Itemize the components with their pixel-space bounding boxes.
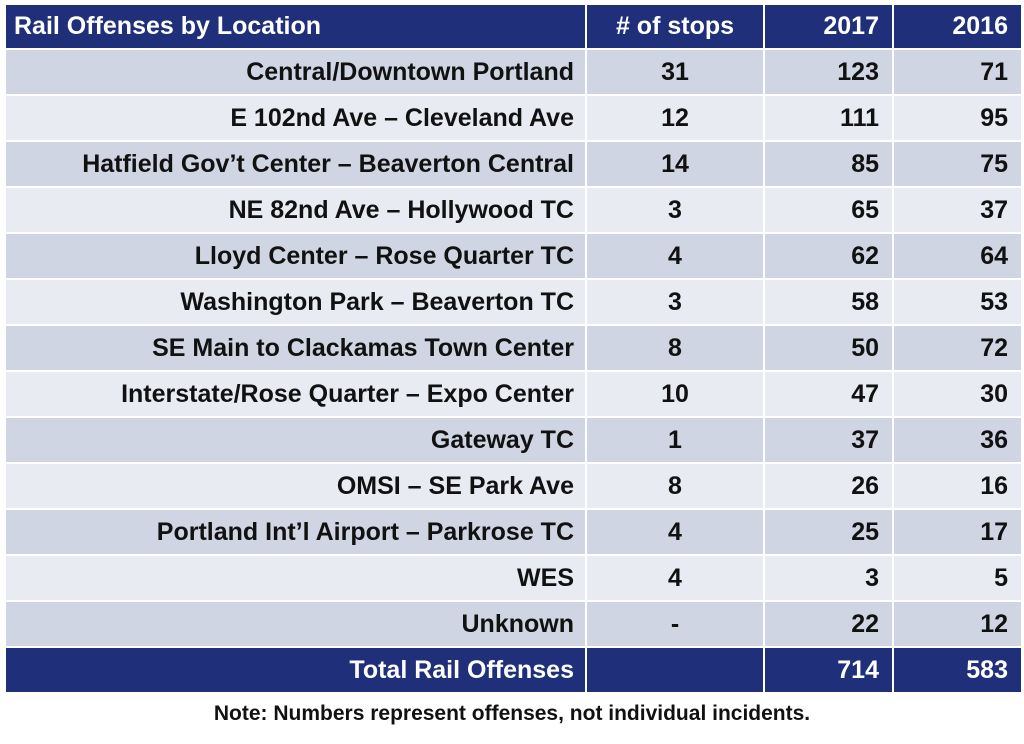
- cell-location: Hatfield Gov’t Center – Beaverton Centra…: [4, 140, 587, 188]
- cell-stops: 3: [585, 278, 765, 326]
- cell-2016: 37: [892, 186, 1023, 234]
- table-row: E 102nd Ave – Cleveland Ave 12 111 95: [4, 94, 1023, 142]
- table-row: Hatfield Gov’t Center – Beaverton Centra…: [4, 140, 1023, 188]
- cell-2017: 37: [763, 416, 894, 464]
- table-body: Central/Downtown Portland 31 123 71 E 102nd …: [4, 48, 1023, 648]
- cell-location: NE 82nd Ave – Hollywood TC: [4, 186, 587, 234]
- table-row: Central/Downtown Portland 31 123 71: [4, 48, 1023, 96]
- cell-2017: 111: [763, 94, 894, 142]
- cell-stops: 12: [585, 94, 765, 142]
- cell-2016: 95: [892, 94, 1023, 142]
- cell-stops: -: [585, 600, 765, 648]
- cell-2017: 58: [763, 278, 894, 326]
- total-2017: 714: [763, 646, 894, 694]
- table-row: WES 4 3 5: [4, 554, 1023, 602]
- cell-location: Gateway TC: [4, 416, 587, 464]
- table-row: Unknown -22 12: [4, 600, 1023, 648]
- cell-location: WES: [4, 554, 587, 602]
- cell-location: E 102nd Ave – Cleveland Ave: [4, 94, 587, 142]
- table-row: Washington Park – Beaverton TC 3 58 53: [4, 278, 1023, 326]
- table-row: Gateway TC 1 37 36: [4, 416, 1023, 464]
- cell-stops: 4: [585, 508, 765, 556]
- cell-2016: 75: [892, 140, 1023, 188]
- cell-2016: 64: [892, 232, 1023, 280]
- cell-location: Central/Downtown Portland: [4, 48, 587, 96]
- cell-stops: 4: [585, 232, 765, 280]
- cell-2017: 25: [763, 508, 894, 556]
- rail-offenses-table: Rail Offenses by Location # of stops 201…: [4, 3, 1023, 694]
- cell-location: SE Main to Clackamas Town Center: [4, 324, 587, 372]
- cell-2016: 12: [892, 600, 1023, 648]
- cell-2016: 30: [892, 370, 1023, 418]
- cell-stops: 10: [585, 370, 765, 418]
- cell-stops: 4: [585, 554, 765, 602]
- cell-location: OMSI – SE Park Ave: [4, 462, 587, 510]
- header-location: Rail Offenses by Location: [4, 3, 587, 50]
- cell-location: Unknown: [4, 600, 587, 648]
- cell-2017: 123: [763, 48, 894, 96]
- cell-stops: 8: [585, 324, 765, 372]
- cell-stops: 31: [585, 48, 765, 96]
- table-row: SE Main to Clackamas Town Center 8 50 72: [4, 324, 1023, 372]
- cell-stops: 8: [585, 462, 765, 510]
- cell-location: Interstate/Rose Quarter – Expo Center: [4, 370, 587, 418]
- table-row: Lloyd Center – Rose Quarter TC 4 62 64: [4, 232, 1023, 280]
- cell-2016: 53: [892, 278, 1023, 326]
- cell-location: Washington Park – Beaverton TC: [4, 278, 587, 326]
- cell-2016: 71: [892, 48, 1023, 96]
- header-stops: # of stops: [585, 3, 765, 50]
- cell-2017: 85: [763, 140, 894, 188]
- table-header-row: Rail Offenses by Location # of stops 201…: [4, 3, 1023, 50]
- total-row: Total Rail Offenses 714 583: [4, 646, 1023, 694]
- cell-2017: 22: [763, 600, 894, 648]
- table-row: NE 82nd Ave – Hollywood TC 3 65 37: [4, 186, 1023, 234]
- cell-2017: 65: [763, 186, 894, 234]
- header-2017: 2017: [763, 3, 894, 50]
- cell-stops: 14: [585, 140, 765, 188]
- cell-2017: 50: [763, 324, 894, 372]
- cell-2016: 36: [892, 416, 1023, 464]
- header-2016: 2016: [892, 3, 1023, 50]
- footnote: Note: Numbers represent offenses, not in…: [213, 702, 811, 725]
- cell-2016: 72: [892, 324, 1023, 372]
- cell-location: Lloyd Center – Rose Quarter TC: [4, 232, 587, 280]
- cell-stops: 3: [585, 186, 765, 234]
- cell-2017: 3: [763, 554, 894, 602]
- total-stops: [585, 646, 765, 694]
- cell-2017: 62: [763, 232, 894, 280]
- cell-2016: 5: [892, 554, 1023, 602]
- table-row: OMSI – SE Park Ave 8 26 16: [4, 462, 1023, 510]
- cell-2016: 17: [892, 508, 1023, 556]
- total-2016: 583: [892, 646, 1023, 694]
- cell-location: Portland Int’l Airport – Parkrose TC: [4, 508, 587, 556]
- total-label: Total Rail Offenses: [4, 646, 587, 694]
- cell-2017: 26: [763, 462, 894, 510]
- cell-2016: 16: [892, 462, 1023, 510]
- cell-stops: 1: [585, 416, 765, 464]
- cell-2017: 47: [763, 370, 894, 418]
- table-row: Interstate/Rose Quarter – Expo Center 10 4…: [4, 370, 1023, 418]
- table-row: Portland Int’l Airport – Parkrose TC 4 25 1…: [4, 508, 1023, 556]
